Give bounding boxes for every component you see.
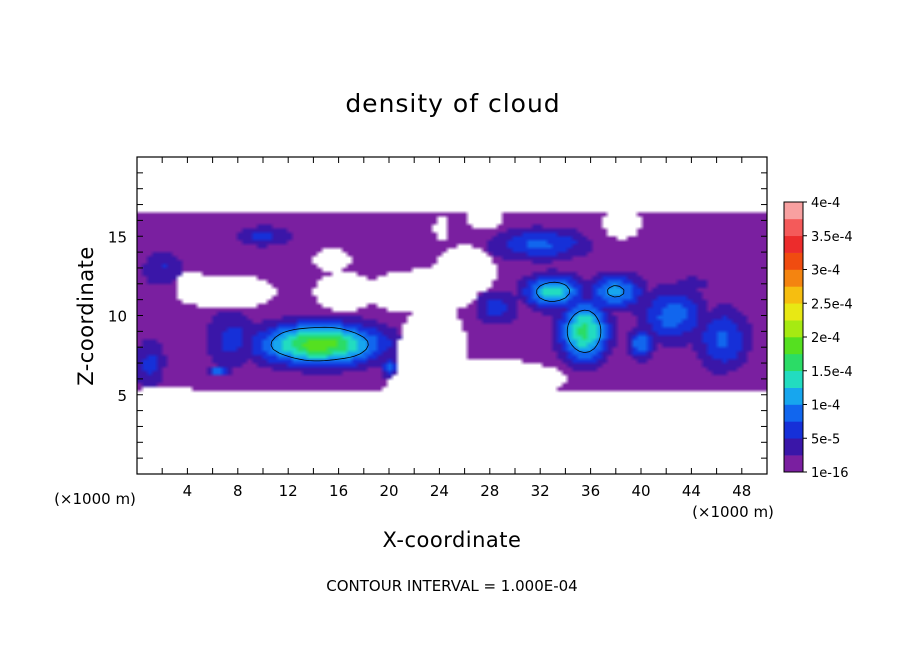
colorbar-label: 5e-5 — [811, 432, 840, 447]
contour-interval-note: CONTOUR INTERVAL = 1.000E-04 — [326, 577, 577, 595]
colorbar-swatch — [784, 202, 803, 220]
colorbar-label: 1e-4 — [811, 399, 840, 414]
x-tick-label: 16 — [329, 482, 348, 500]
colorbar-swatch — [784, 337, 803, 355]
chart-title: density of cloud — [345, 89, 560, 118]
colorbar: 1e-16 5e-5 1e-4 1.5e-4 2e-4 2.5e-4 3e-4 3.5e-4 4… — [783, 196, 853, 481]
colorbar-swatch — [784, 320, 803, 338]
x-axis-units: (×1000 m) — [692, 503, 774, 521]
colorbar-swatch — [784, 269, 803, 287]
colorbar-swatch — [784, 421, 803, 439]
contour-1e-4 — [270, 281, 625, 362]
x-tick-label: 24 — [430, 482, 449, 500]
colorbar-swatch — [784, 303, 803, 321]
x-tick-label: 36 — [581, 482, 600, 500]
contour-lines — [270, 281, 625, 362]
x-tick-label: 44 — [682, 482, 701, 500]
x-tick-label: 28 — [480, 482, 499, 500]
x-tick-label: 12 — [279, 482, 298, 500]
x-axis-ticks: 4 8 12 16 20 24 28 32 36 40 44 48 — [161, 157, 751, 500]
x-tick-label: 48 — [732, 482, 751, 500]
colorbar-swatch — [784, 218, 803, 237]
colorbar-swatch — [784, 438, 803, 456]
y-tick-label: 15 — [108, 228, 127, 246]
colorbar-swatch — [784, 387, 803, 405]
y-axis-label: Z-coordinate — [74, 246, 98, 386]
y-axis-units: (×1000 m) — [54, 490, 136, 508]
colorbar-swatch — [784, 370, 803, 388]
colorbar-label: 1.5e-4 — [811, 365, 853, 380]
x-axis-label: X-coordinate — [383, 528, 522, 552]
colorbar-swatch — [784, 235, 803, 253]
colorbar-swatch — [784, 252, 803, 270]
colorbar-label: 1e-16 — [811, 466, 849, 481]
colorbar-swatch — [784, 353, 803, 372]
colorbar-label: 3.5e-4 — [811, 230, 853, 245]
y-tick-label: 10 — [108, 308, 127, 326]
colorbar-swatch — [784, 404, 803, 422]
colorbar-label: 2.5e-4 — [811, 297, 853, 312]
colorbar-label: 2e-4 — [811, 331, 840, 346]
y-axis-ticks: 5 10 15 — [108, 172, 767, 459]
x-tick-label: 32 — [531, 482, 550, 500]
density-field — [137, 157, 767, 474]
colorbar-label: 4e-4 — [811, 196, 840, 211]
y-tick-label: 5 — [117, 387, 127, 405]
x-tick-label: 4 — [183, 482, 193, 500]
colorbar-label: 3e-4 — [811, 264, 840, 279]
colorbar-swatch — [784, 286, 803, 304]
x-tick-label: 8 — [233, 482, 243, 500]
colorbar-swatch — [784, 455, 803, 473]
x-tick-label: 20 — [379, 482, 398, 500]
x-tick-label: 40 — [631, 482, 650, 500]
